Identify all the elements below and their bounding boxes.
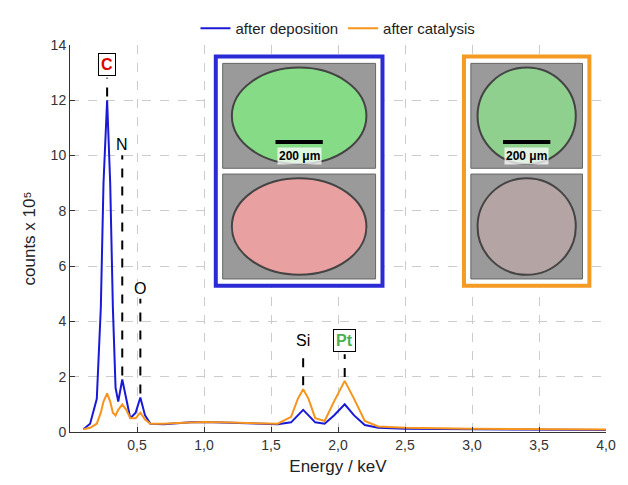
svg-text:3,5: 3,5 (529, 437, 549, 453)
svg-text:2,0: 2,0 (328, 437, 348, 453)
svg-text:6: 6 (58, 258, 66, 274)
svg-text:4,0: 4,0 (596, 437, 616, 453)
svg-text:1,0: 1,0 (194, 437, 214, 453)
svg-text:N: N (116, 136, 128, 153)
svg-text:counts x 10⁵: counts x 10⁵ (20, 192, 39, 286)
svg-text:4: 4 (58, 313, 66, 329)
svg-text:Pt: Pt (336, 332, 353, 349)
svg-text:12: 12 (51, 92, 67, 108)
svg-text:200 μm: 200 μm (506, 149, 547, 163)
svg-text:14: 14 (51, 37, 67, 53)
svg-text:3,0: 3,0 (462, 437, 482, 453)
svg-text:8: 8 (58, 203, 66, 219)
svg-text:after deposition: after deposition (236, 20, 339, 37)
svg-text:after catalysis: after catalysis (383, 20, 475, 37)
svg-text:0,5: 0,5 (127, 437, 147, 453)
svg-text:Energy / keV: Energy / keV (289, 457, 387, 476)
svg-text:2,5: 2,5 (395, 437, 415, 453)
svg-text:1,5: 1,5 (261, 437, 281, 453)
svg-text:Si: Si (296, 332, 310, 349)
svg-text:O: O (134, 280, 146, 297)
svg-text:0: 0 (58, 424, 66, 440)
svg-text:C: C (101, 56, 113, 73)
svg-text:10: 10 (51, 147, 67, 163)
svg-text:2: 2 (58, 369, 66, 385)
svg-text:200 μm: 200 μm (279, 149, 320, 163)
